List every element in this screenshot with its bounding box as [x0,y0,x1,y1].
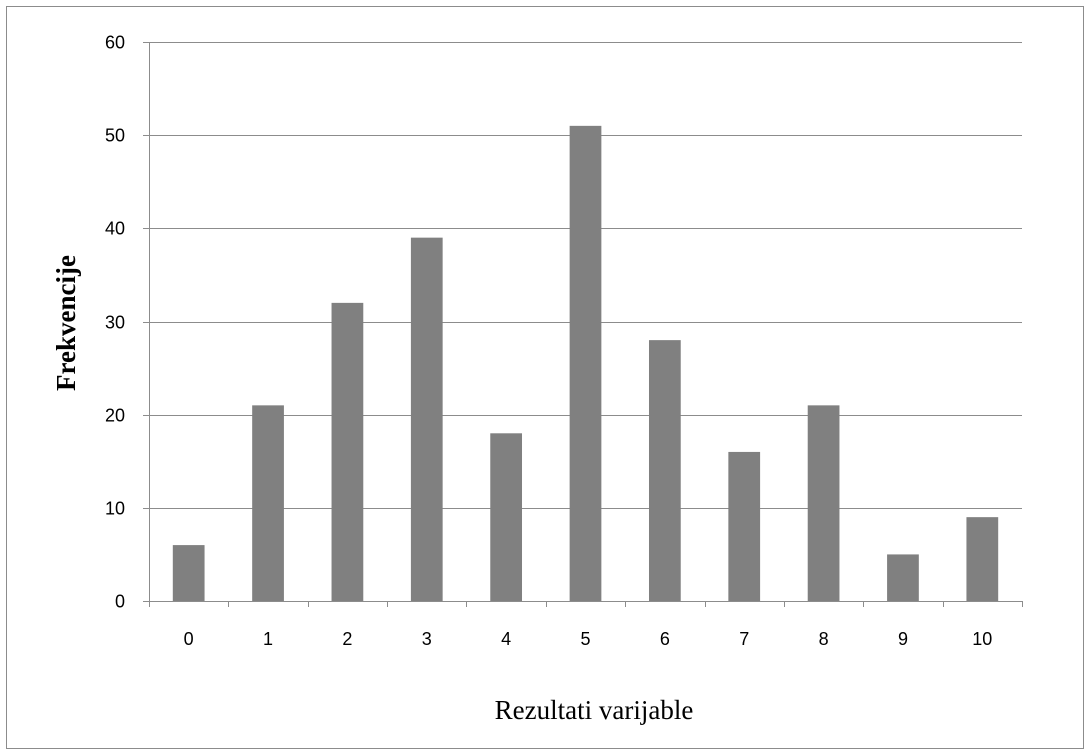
bar-10 [966,517,999,601]
bar-8 [807,405,840,601]
y-tick-label: 30 [105,313,125,333]
y-tick-label: 50 [105,126,125,146]
y-tick-label: 60 [105,33,125,53]
y-axis-title: Frekvencije [51,255,81,391]
axes [143,42,1023,607]
x-tick-label: 7 [739,629,749,649]
bar-9 [887,554,919,601]
x-tick-label: 8 [819,629,829,649]
y-tick-label: 40 [105,219,125,239]
y-tick-label: 20 [105,406,125,426]
x-tick-label: 10 [972,629,992,649]
x-tick-label: 9 [898,629,908,649]
x-tick-label: 5 [580,629,590,649]
y-tick-label: 0 [115,592,125,612]
bar-3 [410,237,443,601]
bar-7 [728,451,761,601]
chart-frame [6,6,1084,749]
x-tick-label: 2 [342,629,352,649]
tick-labels: 0 10 20 30 40 50 60 0 1 2 3 4 5 6 7 8 9 10 [105,33,992,650]
bars [172,125,999,601]
bar-1 [252,405,284,601]
x-tick-label: 1 [263,629,273,649]
bar-2 [331,302,364,601]
bar-4 [490,433,523,601]
y-tick-label: 10 [105,499,125,519]
x-axis-title: Rezultati varijable [495,695,694,725]
bar-0 [172,545,205,601]
bar-6 [648,340,681,601]
bar-5 [569,125,602,601]
x-tick-label: 6 [660,629,670,649]
x-tick-label: 4 [501,629,511,649]
x-tick-label: 3 [422,629,432,649]
x-tick-label: 0 [184,629,194,649]
